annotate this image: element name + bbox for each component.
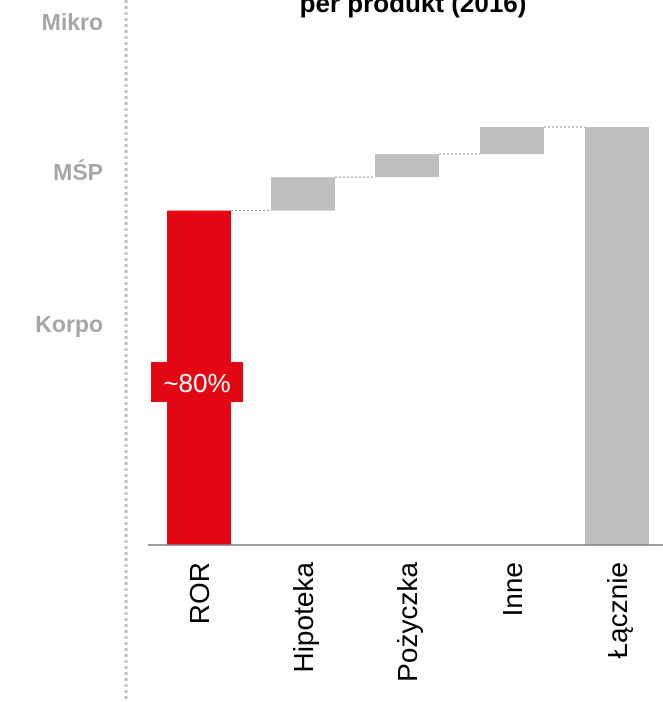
bar-lacznie — [585, 127, 649, 545]
x-tick-label-lacznie: Łącznie — [602, 562, 633, 659]
segment-label-mikro: Mikro — [42, 9, 103, 35]
segment-label-msp: MŚP — [53, 158, 103, 185]
data-label-background — [151, 362, 243, 402]
bar-pozyczka — [375, 154, 439, 178]
bars-group — [167, 127, 649, 545]
chart-title: per produkt (2016) — [300, 0, 527, 18]
segment-label-korpo: Korpo — [35, 311, 103, 337]
x-tick-label-inne: Inne — [497, 562, 528, 617]
bar-hipoteka — [271, 177, 335, 211]
labels-group: ROR ~80% Hipoteka Pożyczka Inne Łącznie — [151, 362, 633, 682]
x-tick-label-hipoteka: Hipoteka — [288, 562, 319, 673]
x-tick-label-ror: ROR — [184, 562, 215, 624]
data-label-ror: ~80% — [163, 368, 230, 398]
connector-lines — [231, 126, 585, 212]
bar-inne — [480, 127, 544, 155]
x-tick-label-pozyczka: Pożyczka — [392, 562, 423, 682]
